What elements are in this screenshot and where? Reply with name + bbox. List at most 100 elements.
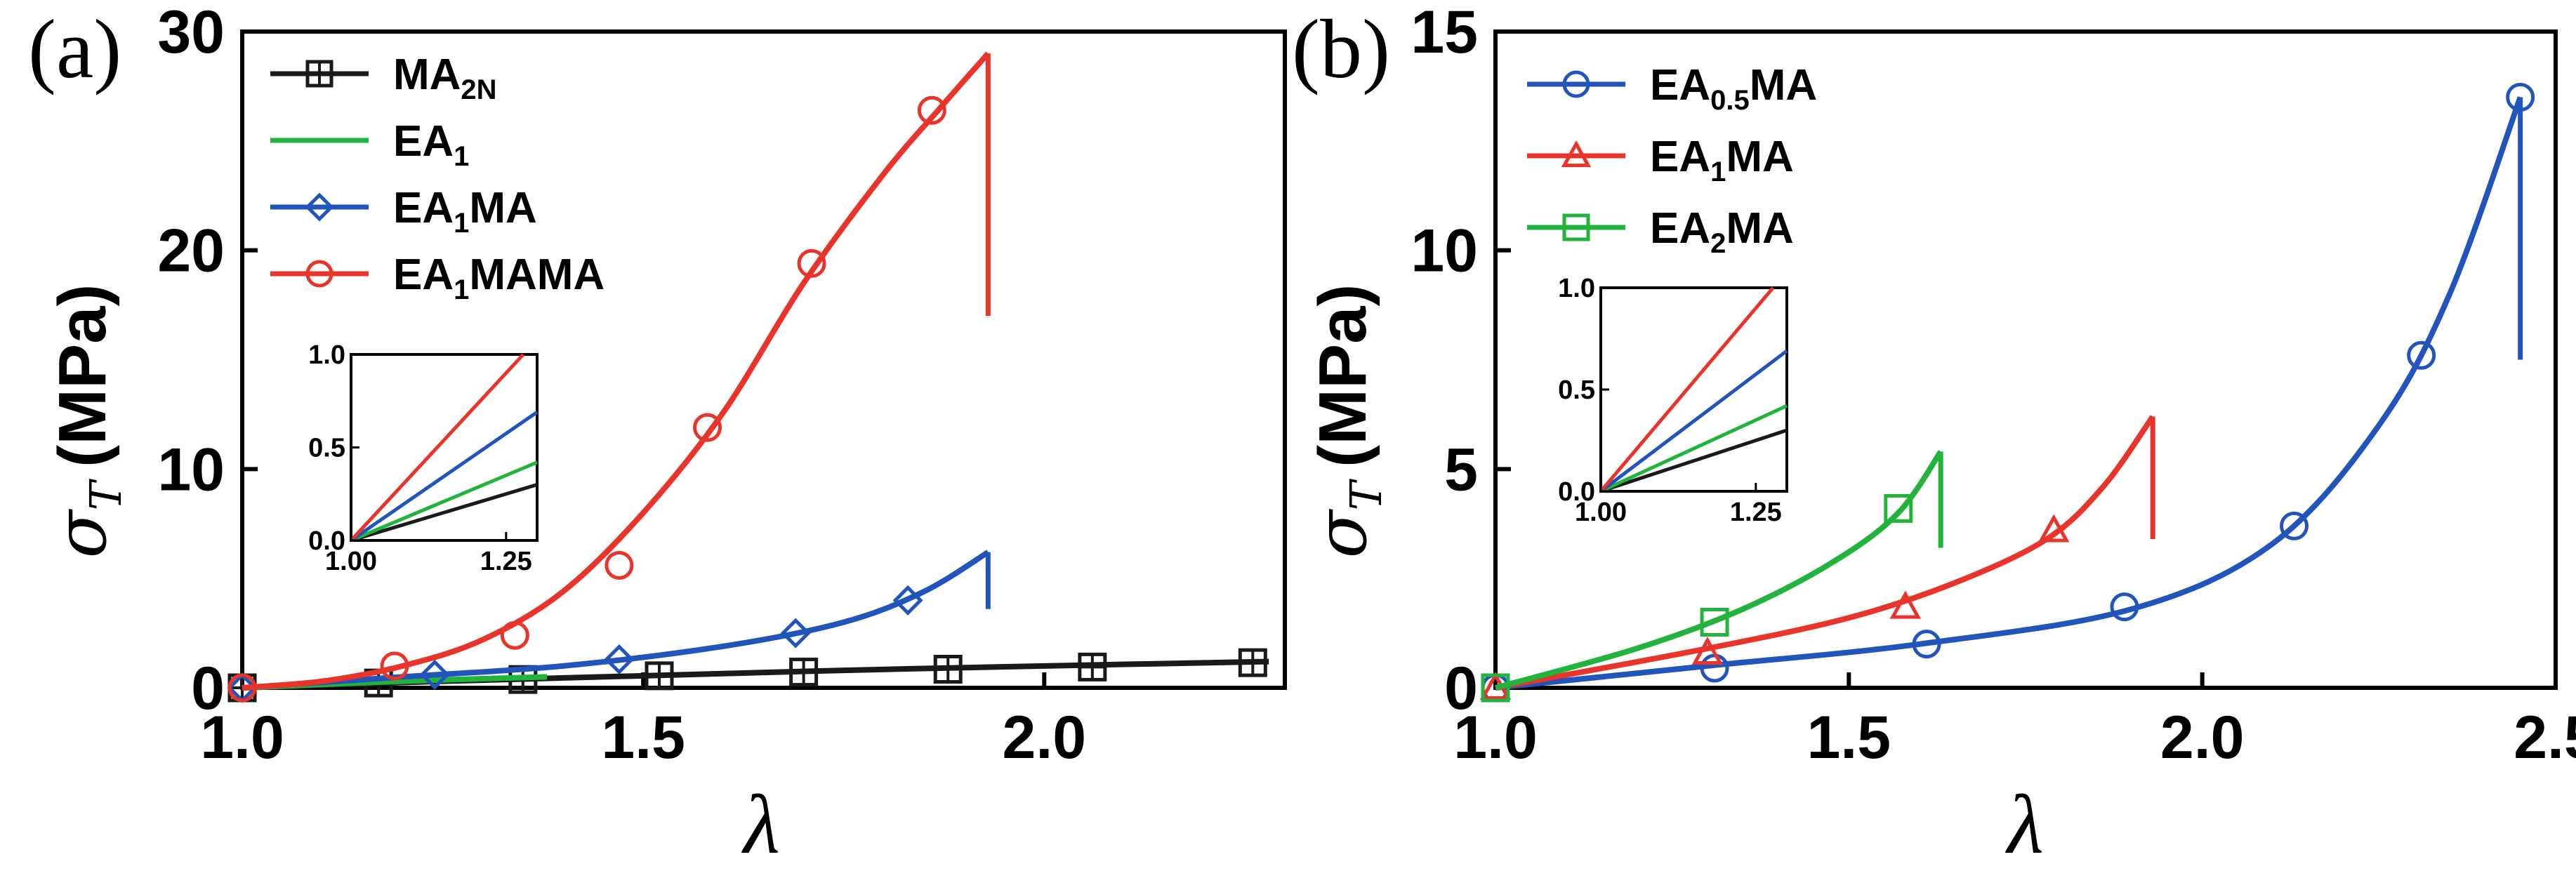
panel-b-inset-line-0: [1600, 428, 1788, 493]
panel-b-series-1-marker-3: [2038, 514, 2070, 543]
panel-a-xlabel: λ: [741, 778, 780, 871]
panel-a-series-3-marker-2: [500, 620, 529, 650]
panel-b-inset: 1.00 1.25 0.0 0.5 1.0: [1558, 274, 1788, 527]
panel-b-series-0-marker-5: [2407, 340, 2436, 370]
panel-a-legend: MA2N EA1 EA1MA EA1MAMA: [270, 51, 605, 305]
panel-b-series-1-line: [1495, 415, 2155, 691]
panel-b-xtick-label-2: 2.0: [2160, 704, 2245, 771]
panel-b-legend: EA0.5MA EA1MA EA2MA: [1527, 61, 1817, 259]
panel-b-legend-0-marker: [1562, 70, 1590, 98]
panel-a-ytick-label-1: 10: [157, 436, 225, 503]
panel-a-xtick-label-1: 1.5: [601, 704, 685, 771]
panel-b-inset-xtick-label-0: 1.00: [1575, 498, 1627, 527]
panel-a-series-0-marker-6: [1078, 652, 1107, 681]
panel-a-axes: 1.0 1.5 2.0 0 10 20 30: [157, 0, 1086, 771]
panel-a-inset-line-3: [350, 353, 525, 542]
panel-b-inset-xtick-label-1: 1.25: [1730, 498, 1782, 527]
panel-b-ylabel-text: (MPa): [1305, 284, 1380, 467]
panel-a-ylabel: σT (MPa): [40, 284, 131, 559]
panel-b-legend-1-marker: [1561, 140, 1592, 168]
panel-b-xtick-label-1: 1.5: [1807, 704, 1891, 771]
panel-b-series: [1479, 83, 2535, 703]
panel-a-series-3-marker-3: [605, 550, 634, 580]
panel-a-series-2-marker-3: [780, 618, 811, 649]
panel-a-series-0-marker-5: [933, 655, 963, 684]
panel-b-series-0-line: [1495, 96, 2523, 691]
panel-b-axes: 1.0 1.5 2.0 2.5 0 5 10 15: [1411, 0, 2576, 771]
panel-b-ytick-label-2: 10: [1411, 218, 1478, 285]
panel-b-series-0-marker-6: [2506, 83, 2535, 112]
panel-b-series-2-line: [1494, 450, 1943, 691]
panel-b-ylabel-symbol: σ: [1300, 508, 1382, 558]
panel-a-series-0-marker-3: [645, 661, 674, 691]
panel-a-series-0-marker-7: [1238, 648, 1267, 677]
panel-a-inset-xtick-label-0: 1.00: [325, 547, 377, 576]
panel-b-ylabel: σT (MPa): [1300, 284, 1392, 559]
panel-a-legend-3-label: EA1MAMA: [393, 251, 605, 305]
panel-b-xtick-label-3: 2.5: [2514, 704, 2576, 771]
panel-a-frame: [240, 29, 1287, 690]
svg-text:σT(MPa): σT (MPa): [40, 284, 131, 559]
panel-a-ylabel-symbol: σ: [40, 508, 122, 558]
panel-b-ytick-label-1: 5: [1444, 436, 1478, 503]
panel-b-series-0-marker-3: [2110, 592, 2139, 622]
panel-b-ytick-label-3: 15: [1411, 0, 1478, 66]
panel-a-inset-ytick-label-0: 0.0: [308, 526, 345, 556]
panel-a-ylabel-subscript: T: [80, 478, 131, 510]
panel-b-inset-line-3: [1599, 286, 1775, 493]
panel-b-inset-ytick-label-1: 0.5: [1558, 375, 1595, 405]
panel-b-series-2-marker-2: [1884, 493, 1913, 523]
panel-a-series-2-marker-1: [419, 659, 450, 690]
panel-a-series-2-marker-2: [604, 644, 635, 675]
panel-b-xtick-label-0: 1.0: [1453, 704, 1538, 771]
panel-a-ytick-label-0: 0: [191, 655, 225, 722]
panel-a-series-3-marker-6: [917, 95, 946, 125]
panel-b-label: (b): [1292, 2, 1390, 95]
panel-a-series-3-marker-0: [227, 673, 257, 703]
panel-b-legend-2-marker: [1562, 213, 1590, 241]
panel-b-legend-1-label: EA1MA: [1650, 133, 1794, 187]
panel-b-ylabel-subscript: T: [1340, 478, 1392, 510]
panel-a-series-3-marker-4: [693, 413, 722, 442]
panel-b-legend-0-label: EA0.5MA: [1650, 61, 1817, 116]
panel-a: (a) 1.0 1.5 2.0 0 10 20 30 MA2N EA1 EA1MA EA1MAMA…: [28, 0, 1287, 871]
panel-a-series-3-marker-5: [797, 248, 826, 278]
panel-a-series-3-line: [242, 51, 991, 691]
panel-b-ytick-label-0: 0: [1444, 655, 1478, 722]
panel-b-series-2-marker-0: [1481, 673, 1510, 703]
svg-text:σT(MPa): σT (MPa): [1300, 284, 1392, 559]
panel-a-ylabel-text: (MPa): [45, 284, 120, 467]
panel-a-inset-ytick-label-2: 1.0: [308, 340, 345, 370]
panel-b-inset-ytick-label-0: 0.0: [1558, 477, 1595, 507]
panel-a-series: [227, 51, 1269, 703]
panel-a-xtick-label-0: 1.0: [200, 704, 284, 771]
panel-a-xtick-label-2: 2.0: [1003, 704, 1087, 771]
panel-a-label: (a): [28, 2, 121, 95]
panel-a-inset-xtick-label-1: 1.25: [480, 547, 532, 576]
panel-a-legend-1-label: EA1: [393, 117, 469, 172]
panel-b-xlabel: λ: [2005, 778, 2044, 871]
panel-a-series-0-marker-4: [789, 658, 819, 687]
panel-b-inset-line-2: [1599, 349, 1788, 493]
panel-a-inset-ytick-label-1: 0.5: [308, 434, 345, 463]
panel-b-legend-2-label: EA2MA: [1650, 204, 1794, 259]
panel-a-legend-3-marker: [305, 260, 333, 288]
panel-a-ytick-label-2: 20: [157, 218, 225, 285]
panel-a-legend-2-label: EA1MA: [393, 184, 537, 239]
panel-b-series-1-marker-2: [1889, 590, 1922, 619]
panel-a-inset-line-1: [350, 460, 538, 543]
panel-a-inset-line-0: [350, 483, 538, 543]
panel-a-series-2-marker-4: [892, 585, 923, 616]
panel-b-inset-line-1: [1599, 404, 1788, 493]
panel-a-legend-0-label: MA2N: [393, 51, 497, 105]
panel-a-inset: 1.00 1.25 0.0 0.5 1.0: [308, 340, 539, 576]
panel-b-series-1-marker-1: [1691, 636, 1724, 665]
panel-b-frame: [1493, 29, 2558, 690]
panel-b-series-0-marker-2: [1912, 630, 1941, 659]
panel-b-inset-ytick-label-2: 1.0: [1558, 274, 1595, 303]
panel-b-series-2-marker-1: [1700, 608, 1729, 637]
panel-a-legend-2-marker: [305, 192, 334, 222]
panel-a-ytick-label-3: 30: [157, 0, 225, 66]
panel-b-series-0-marker-4: [2280, 511, 2309, 540]
